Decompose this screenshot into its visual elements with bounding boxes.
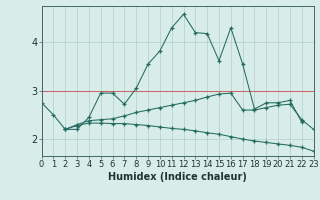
X-axis label: Humidex (Indice chaleur): Humidex (Indice chaleur): [108, 172, 247, 182]
